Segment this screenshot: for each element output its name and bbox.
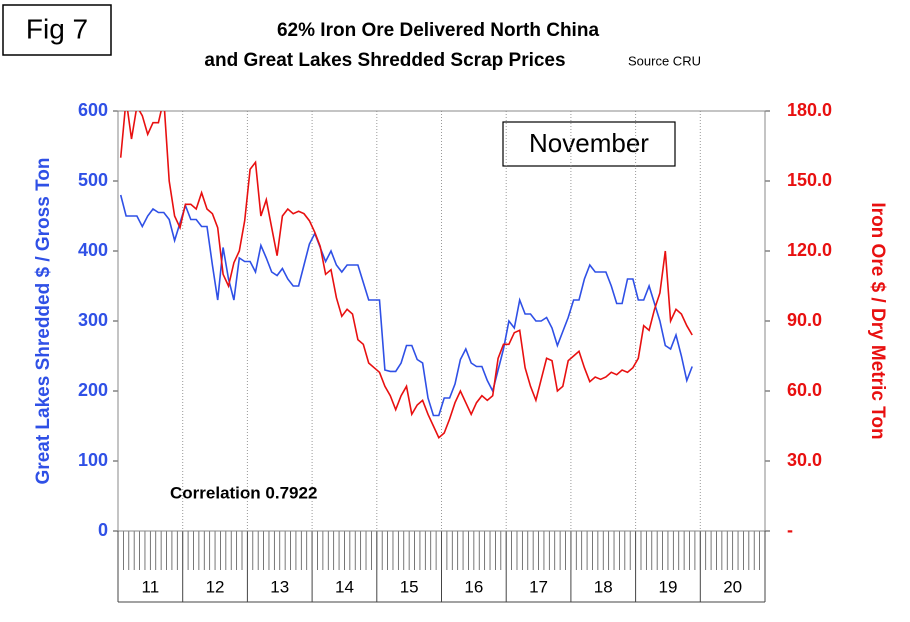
y2-tick-label: 120.0 xyxy=(787,240,832,260)
y-tick-label: 500 xyxy=(78,170,108,190)
series-line xyxy=(119,111,693,440)
chart-subtitle: Source CRU xyxy=(628,53,701,68)
x-tick-label: 18 xyxy=(594,577,613,596)
y-tick-label: 0 xyxy=(98,520,108,540)
y-tick-label: 300 xyxy=(78,310,108,330)
annotation: November xyxy=(529,128,649,158)
y-tick-label: 400 xyxy=(78,240,108,260)
fig-label: Fig 7 xyxy=(26,13,88,44)
chart-title: 62% Iron Ore Delivered North China xyxy=(277,20,599,41)
x-tick-label: 15 xyxy=(400,577,419,596)
x-tick-label: 20 xyxy=(723,577,742,596)
y2-tick-label: 90.0 xyxy=(787,310,822,330)
x-tick-label: 11 xyxy=(142,577,160,596)
chart-title-line2: and Great Lakes Shredded Scrap Prices xyxy=(204,50,565,71)
y2-axis-label: Iron Ore $ / Dry Metric Ton xyxy=(867,202,888,439)
x-tick-label: 19 xyxy=(658,577,677,596)
x-tick-label: 12 xyxy=(206,577,225,596)
y-tick-label: 100 xyxy=(78,450,108,470)
y2-tick-label: 30.0 xyxy=(787,450,822,470)
plot-frame xyxy=(117,110,766,532)
y2-tick-label: 150.0 xyxy=(787,170,832,190)
y2-tick-label: 60.0 xyxy=(787,380,822,400)
y2-tick-label: - xyxy=(787,520,793,540)
correlation-text: Correlation 0.7922 xyxy=(170,483,317,502)
y-tick-label: 600 xyxy=(78,100,108,120)
series-line xyxy=(119,194,693,417)
annotation-box xyxy=(502,121,676,167)
y-axis-label: Great Lakes Shredded $ / Gross Ton xyxy=(33,158,54,485)
x-tick-label: 13 xyxy=(270,577,289,596)
y-tick-label: 200 xyxy=(78,380,108,400)
x-tick-label: 17 xyxy=(529,577,548,596)
plot-area xyxy=(119,111,693,440)
x-tick-label: 16 xyxy=(464,577,483,596)
y2-tick-label: 180.0 xyxy=(787,100,832,120)
x-tick-label: 14 xyxy=(335,577,354,596)
fig-box xyxy=(2,4,112,56)
